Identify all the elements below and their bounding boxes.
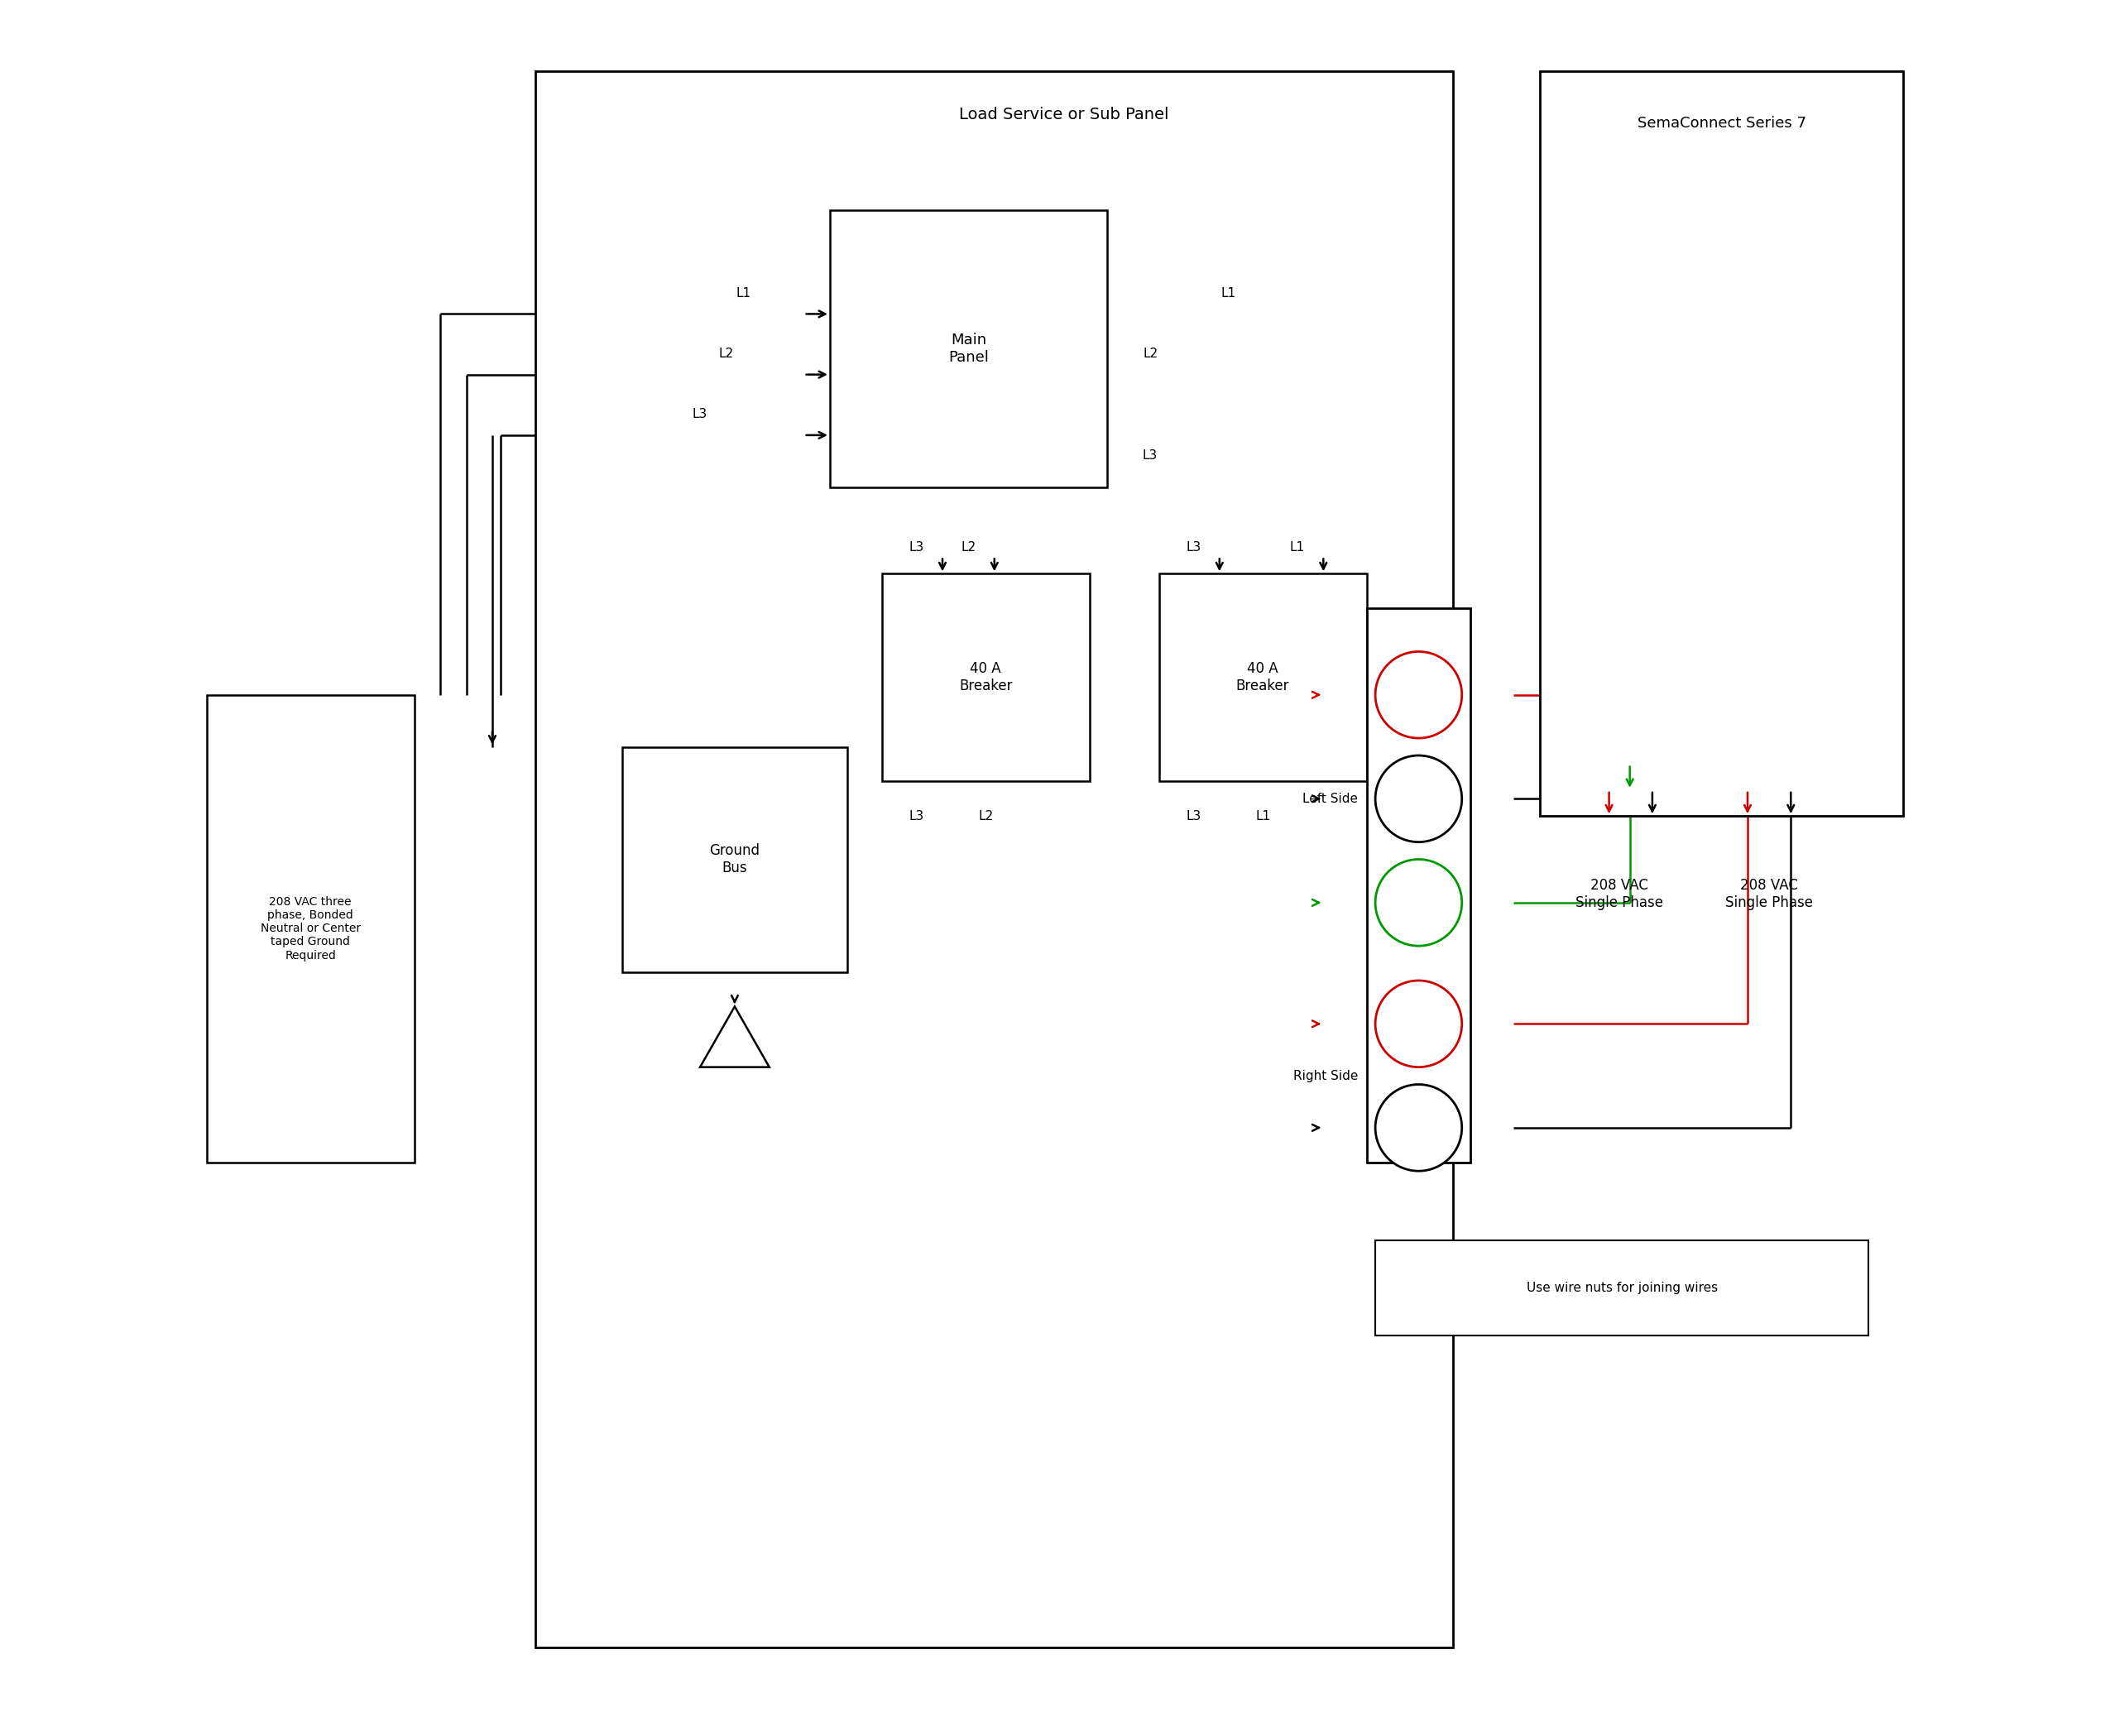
- Circle shape: [1376, 651, 1462, 738]
- Text: L1: L1: [1289, 542, 1304, 554]
- Text: L3: L3: [1186, 542, 1201, 554]
- Bar: [829, 210, 1108, 488]
- Text: 208 VAC three
phase, Bonded
Neutral or Center
taped Ground
Required: 208 VAC three phase, Bonded Neutral or C…: [260, 896, 361, 962]
- Text: L2: L2: [979, 811, 994, 823]
- Text: Ground
Bus: Ground Bus: [709, 844, 760, 875]
- Text: Right Side: Right Side: [1293, 1069, 1359, 1082]
- Bar: [1158, 573, 1367, 781]
- Text: Main
Panel: Main Panel: [947, 333, 990, 365]
- Text: L3: L3: [1186, 811, 1201, 823]
- Text: L1: L1: [1255, 811, 1270, 823]
- Text: Left Side: Left Side: [1302, 793, 1359, 806]
- Bar: [622, 746, 848, 972]
- Bar: [882, 573, 1089, 781]
- Text: L3: L3: [692, 408, 707, 420]
- Text: Use wire nuts for joining wires: Use wire nuts for joining wires: [1526, 1281, 1718, 1293]
- Circle shape: [1376, 859, 1462, 946]
- Text: Load Service or Sub Panel: Load Service or Sub Panel: [958, 108, 1169, 123]
- Text: L3: L3: [1144, 450, 1158, 462]
- Text: L2: L2: [1144, 347, 1158, 359]
- Text: L3: L3: [909, 811, 924, 823]
- Text: 208 VAC
Single Phase: 208 VAC Single Phase: [1726, 878, 1812, 910]
- Text: 40 A
Breaker: 40 A Breaker: [1236, 661, 1289, 694]
- Circle shape: [1376, 1085, 1462, 1172]
- Bar: [1367, 608, 1471, 1163]
- Text: L1: L1: [736, 286, 751, 299]
- Text: 40 A
Breaker: 40 A Breaker: [960, 661, 1013, 694]
- Circle shape: [1376, 981, 1462, 1068]
- Text: L3: L3: [909, 542, 924, 554]
- Text: L2: L2: [960, 542, 977, 554]
- Bar: [1376, 1240, 1869, 1335]
- Circle shape: [1376, 755, 1462, 842]
- Text: L1: L1: [1222, 286, 1236, 299]
- Text: SemaConnect Series 7: SemaConnect Series 7: [1637, 116, 1806, 130]
- Text: L2: L2: [720, 347, 734, 359]
- Bar: [536, 71, 1454, 1647]
- Bar: [207, 694, 414, 1163]
- Bar: [1540, 71, 1903, 816]
- Text: 208 VAC
Single Phase: 208 VAC Single Phase: [1576, 878, 1663, 910]
